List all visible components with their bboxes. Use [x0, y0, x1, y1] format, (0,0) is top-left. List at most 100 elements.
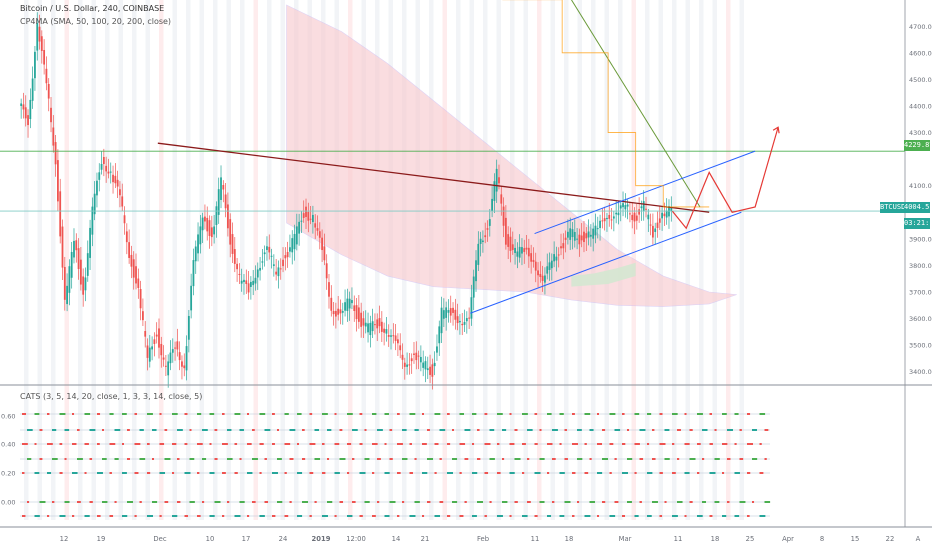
candle-body [256, 269, 259, 278]
channel-lower [470, 211, 742, 314]
candle-body [532, 259, 535, 262]
osc-mark [522, 413, 528, 415]
osc-mark [502, 501, 508, 503]
candle-body [548, 262, 551, 270]
osc-mark [664, 458, 670, 460]
osc-mark [484, 443, 491, 445]
osc-mark [109, 443, 116, 445]
candle-body [282, 259, 284, 267]
candle-body [642, 201, 645, 211]
candle-body [633, 212, 636, 222]
time-tick-label: 17 [242, 535, 251, 543]
osc-mark [622, 413, 625, 415]
osc-mark [147, 413, 153, 415]
osc-mark [759, 443, 762, 445]
candle-body [98, 172, 101, 180]
candle-body [238, 273, 241, 275]
osc-mark [102, 458, 107, 460]
osc-mark [234, 413, 241, 415]
osc-mark [652, 429, 655, 431]
candle-body [452, 307, 454, 313]
price-tick-label: 3600.00 [909, 315, 932, 323]
candle-body [392, 335, 395, 337]
candle-body [135, 266, 137, 284]
osc-mark [359, 515, 363, 517]
candle-body [22, 104, 25, 110]
osc-mark [364, 429, 367, 431]
candle-body [567, 231, 569, 238]
candle-body [197, 234, 199, 254]
candle-body [146, 345, 149, 358]
candle-body [84, 277, 87, 291]
osc-mark [697, 472, 700, 474]
osc-mark [572, 515, 575, 517]
chart-title: Bitcoin / U.S. Dollar, 240, COINBASE [20, 4, 165, 13]
candle-body [100, 163, 103, 170]
candle-body [357, 307, 360, 322]
osc-mark [114, 429, 121, 431]
candle-body [484, 235, 487, 238]
osc-mark [314, 429, 320, 431]
osc-mark [459, 515, 464, 517]
osc-mark [22, 472, 25, 474]
candle-body [491, 198, 493, 211]
osc-mark [372, 413, 377, 415]
osc-mark [284, 472, 287, 474]
candle-body [594, 225, 597, 236]
candle-body [68, 266, 71, 293]
osc-mark [489, 501, 492, 503]
osc-mark [164, 458, 171, 460]
candle-body [348, 298, 351, 309]
osc-mark [52, 429, 57, 431]
cloud-band [286, 4, 737, 307]
candle-body [332, 311, 335, 315]
candle-body [514, 247, 516, 253]
osc-mark [189, 501, 195, 503]
candle-body [477, 243, 480, 265]
osc-mark [547, 443, 553, 445]
osc-mark [672, 515, 678, 517]
candle-body [606, 217, 608, 220]
candle-body [263, 252, 266, 255]
candle-body [608, 214, 611, 219]
session-band [24, 0, 29, 520]
osc-mark [609, 443, 614, 445]
candle-body [43, 49, 46, 65]
osc-mark [222, 472, 226, 474]
candle-body [509, 236, 512, 251]
candle-body [268, 246, 271, 253]
osc-mark [347, 413, 353, 415]
osc-mark [152, 458, 155, 460]
session-band [172, 0, 177, 520]
osc-mark [739, 501, 746, 503]
candle-body [40, 36, 43, 51]
candle-body [587, 231, 590, 238]
osc-mark [209, 443, 212, 445]
session-band [105, 0, 110, 520]
osc-mark [77, 429, 80, 431]
osc-mark [209, 472, 215, 474]
osc-mark [672, 472, 676, 474]
candle-body [544, 275, 546, 283]
candle-body [645, 208, 647, 210]
osc-mark [659, 443, 666, 445]
candle-body [137, 278, 140, 288]
osc-mark [659, 472, 663, 474]
osc-mark [234, 515, 241, 517]
candle-body [399, 345, 402, 351]
session-band [145, 0, 150, 520]
osc-mark [584, 515, 591, 517]
osc-mark [647, 472, 653, 474]
osc-mark [172, 413, 178, 415]
candle-body [564, 237, 567, 240]
osc-mark [202, 501, 205, 503]
osc-mark [634, 413, 640, 415]
osc-mark [259, 515, 265, 517]
candle-body [385, 329, 388, 334]
osc-mark [372, 515, 376, 517]
candle-body [121, 196, 124, 207]
candle-body [227, 204, 229, 229]
osc-mark [509, 413, 512, 415]
osc-mark [247, 413, 250, 415]
